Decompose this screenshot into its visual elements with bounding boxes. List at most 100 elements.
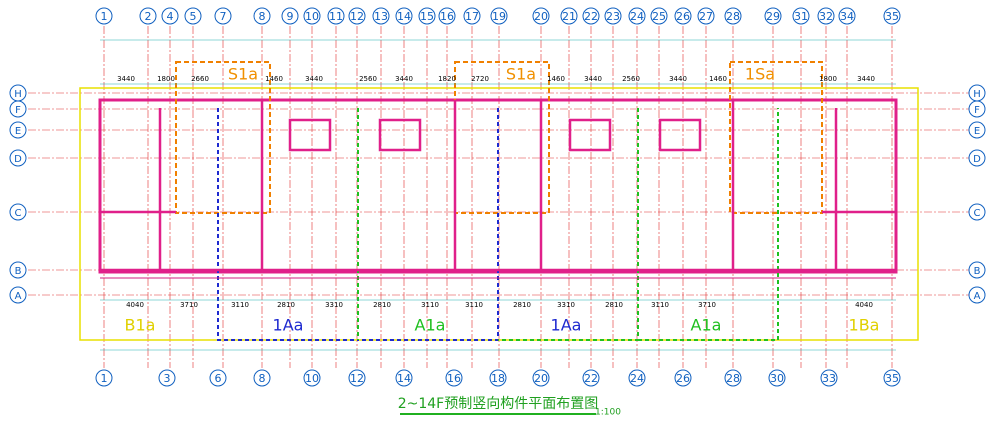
axis-bubble [674, 369, 692, 387]
axis-label: 16 [447, 372, 461, 385]
axis-label: 9 [287, 10, 294, 23]
axis-bubble [628, 369, 646, 387]
dimension: 2810 [277, 301, 295, 309]
axis-bubble [724, 369, 742, 387]
axis-bubble [438, 7, 456, 25]
axis-bubble [724, 7, 742, 25]
axis-bubble [604, 7, 622, 25]
axis-label: 1 [101, 372, 108, 385]
axis-bubble [184, 7, 202, 25]
axis-label: 12 [350, 10, 364, 23]
axis-label: 29 [766, 10, 780, 23]
stair-label: S1a [506, 65, 536, 84]
unit-label: 1Aa [273, 316, 304, 335]
axis-label: 34 [840, 10, 854, 23]
dimension: 3440 [395, 75, 413, 83]
axis-label: B [15, 266, 22, 277]
axis-label: 21 [562, 10, 576, 23]
axis-label: 35 [885, 10, 899, 23]
axis-grid [28, 26, 970, 368]
dimension: 3110 [465, 301, 483, 309]
dimension: 3310 [557, 301, 575, 309]
axis-label: F [974, 105, 980, 116]
unit-label: B1a [125, 316, 156, 335]
axis-bubble [209, 369, 227, 387]
axis-label: E [15, 126, 21, 137]
axis-bubble [490, 7, 508, 25]
axis-label: 2 [145, 10, 152, 23]
axis-bubble [883, 7, 901, 25]
dimension: 3110 [421, 301, 439, 309]
axis-bubble [9, 100, 27, 118]
axis-bubble [532, 7, 550, 25]
axis-label: 16 [440, 10, 454, 23]
axis-bubble [968, 121, 986, 139]
axis-label: 8 [259, 372, 266, 385]
axis-label: F [15, 105, 21, 116]
axis-label: D [973, 154, 981, 165]
axis-label: 30 [770, 372, 784, 385]
axis-label: 32 [819, 10, 833, 23]
axis-label: 20 [534, 10, 548, 23]
axis-label: 14 [397, 372, 411, 385]
axis-label: 27 [699, 10, 713, 23]
axis-label: 6 [215, 372, 222, 385]
axis-label: 18 [491, 372, 505, 385]
axis-bubble [348, 369, 366, 387]
axis-bubble [968, 203, 986, 221]
dimension: 3110 [651, 301, 669, 309]
axis-bubble [372, 7, 390, 25]
axis-bubble [968, 286, 986, 304]
axis-label: 7 [220, 10, 227, 23]
axis-bubble [158, 369, 176, 387]
axis-label: 22 [584, 10, 598, 23]
axis-label: 11 [329, 10, 343, 23]
axis-label: 20 [534, 372, 548, 385]
axis-bubble [650, 7, 668, 25]
axis-label: 17 [465, 10, 479, 23]
axis-label: 1 [101, 10, 108, 23]
axis-bubble [489, 369, 507, 387]
axis-bubble [348, 7, 366, 25]
dimension: 1460 [547, 75, 565, 83]
axis-label: 22 [584, 372, 598, 385]
axis-bubble [9, 286, 27, 304]
axis-bubble [445, 369, 463, 387]
dimension: 1460 [265, 75, 283, 83]
dimension: 3440 [584, 75, 602, 83]
axis-bubble [768, 369, 786, 387]
dimension: 2720 [471, 75, 489, 83]
dimension: 3710 [180, 301, 198, 309]
axis-label: 14 [397, 10, 411, 23]
dimension: 3440 [669, 75, 687, 83]
axis-bubble [792, 7, 810, 25]
axis-bubble [764, 7, 782, 25]
dimension: 3710 [698, 301, 716, 309]
axis-bubble [968, 261, 986, 279]
axis-bubble [9, 149, 27, 167]
axis-label: 5 [190, 10, 197, 23]
axis-label: 24 [630, 10, 644, 23]
axis-bubble [9, 203, 27, 221]
axis-bubble [582, 7, 600, 25]
axis-bubble [303, 7, 321, 25]
axis-bubble [817, 7, 835, 25]
axis-label: 28 [726, 10, 740, 23]
unit-label: A1a [415, 316, 446, 335]
axis-label: 26 [676, 10, 690, 23]
dimension: 4040 [855, 301, 873, 309]
unit-label: 1Ba [849, 316, 880, 335]
dimension: 2810 [513, 301, 531, 309]
stair-label: 1Sa [745, 65, 775, 84]
axis-bubble [674, 7, 692, 25]
axis-bubble [395, 7, 413, 25]
axis-label: 10 [305, 10, 319, 23]
axis-bubble [253, 7, 271, 25]
axis-bubble [820, 369, 838, 387]
dimension: 1800 [157, 75, 175, 83]
axis-bubble [139, 7, 157, 25]
axis-label: 25 [652, 10, 666, 23]
axis-bubble [968, 149, 986, 167]
axis-label: 3 [164, 372, 171, 385]
